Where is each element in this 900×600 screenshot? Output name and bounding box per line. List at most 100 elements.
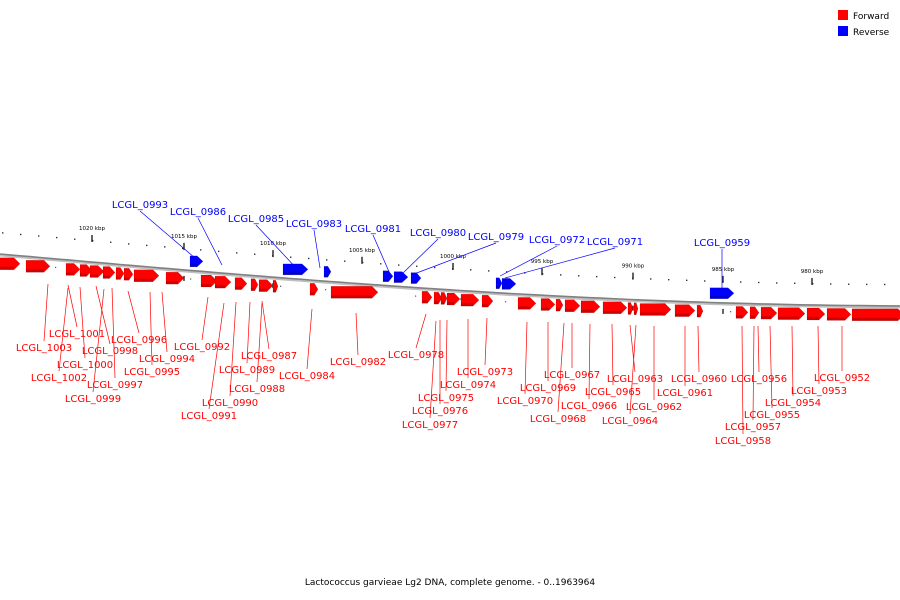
- minor-tick: [614, 276, 616, 279]
- forward-gene-label: LCGL_0995: [124, 367, 180, 378]
- forward-gene-label: LCGL_0996: [111, 335, 167, 346]
- forward-gene-leader: [127, 290, 140, 334]
- legend-reverse-swatch: [838, 26, 848, 36]
- forward-gene-arrow-shade: [201, 284, 211, 287]
- forward-gene-arrow-shade: [134, 278, 153, 282]
- minor-tick: [55, 266, 57, 268]
- forward-gene-arrow: [555, 298, 564, 312]
- forward-gene-arrow: [330, 286, 379, 299]
- minor-tick: [56, 236, 58, 239]
- minor-tick: [866, 283, 868, 286]
- forward-gene-arrow-shade: [518, 306, 530, 310]
- forward-gene-arrow-shade: [750, 315, 755, 319]
- forward-gene-label: LCGL_0991: [181, 411, 237, 422]
- reverse-gene-label: LCGL_0980: [410, 228, 466, 239]
- scale-label: 1005 kbp: [349, 248, 375, 254]
- forward-gene-arrow: [433, 291, 443, 305]
- forward-gene-leader: [43, 283, 49, 342]
- forward-gene-arrow: [123, 268, 134, 281]
- forward-gene-leader: [306, 308, 313, 370]
- forward-gene-label: LCGL_0989: [219, 365, 275, 376]
- forward-gene-leader: [557, 322, 565, 413]
- forward-gene-arrow-shade: [827, 317, 845, 321]
- reverse-gene-arrow: [501, 278, 517, 290]
- forward-gene-leader: [429, 320, 437, 419]
- forward-gene-arrow: [639, 303, 672, 316]
- forward-gene-label: LCGL_0956: [731, 374, 787, 385]
- forward-gene-leader: [741, 325, 744, 435]
- reverse-gene-label: LCGL_0971: [587, 237, 643, 248]
- minor-tick: [830, 283, 832, 285]
- forward-gene-label: LCGL_0966: [561, 401, 617, 412]
- forward-gene-leader: [817, 325, 820, 385]
- forward-gene-arrow-shade: [697, 314, 701, 318]
- forward-gene-arrow-shade: [581, 309, 594, 313]
- minor-tick: [38, 235, 40, 237]
- forward-gene-arrow-shade: [90, 274, 98, 278]
- forward-gene-label: LCGL_1002: [31, 373, 87, 384]
- forward-gene-arrow: [133, 269, 160, 282]
- minor-tick: [505, 301, 507, 303]
- forward-gene-arrow: [309, 283, 319, 296]
- minor-tick: [758, 281, 760, 284]
- forward-gene-arrow: [580, 300, 601, 313]
- forward-gene-arrow: [564, 299, 581, 312]
- forward-gene-label: LCGL_0990: [202, 398, 258, 409]
- forward-gene-arrow: [627, 302, 634, 315]
- minor-tick: [596, 275, 598, 278]
- forward-gene-arrow: [272, 280, 279, 293]
- forward-gene-label: LCGL_0958: [715, 436, 771, 447]
- forward-gene-label: LCGL_0999: [65, 394, 121, 405]
- forward-gene-arrow: [517, 297, 537, 310]
- forward-gene-label: LCGL_0998: [82, 346, 138, 357]
- forward-gene-arrow: [760, 306, 778, 320]
- forward-gene-leader: [201, 296, 209, 341]
- forward-gene-arrow-shade: [852, 317, 898, 321]
- forward-gene-arrow: [735, 306, 749, 319]
- forward-gene-arrow-shade: [124, 277, 129, 281]
- forward-gene-arrow: [89, 265, 105, 278]
- scale-label: 985 kbp: [712, 267, 735, 273]
- forward-gene-label: LCGL_0953: [791, 386, 847, 397]
- minor-tick: [848, 283, 850, 285]
- minor-tick: [236, 252, 238, 254]
- forward-gene-arrow-shade: [640, 312, 665, 316]
- forward-gene-label: LCGL_0982: [330, 357, 386, 368]
- forward-gene-arrow: [234, 277, 248, 290]
- forward-gene-arrow: [102, 266, 116, 279]
- reverse-gene-leader: [413, 242, 497, 275]
- forward-gene-label: LCGL_0964: [602, 416, 658, 427]
- minor-tick: [190, 278, 192, 280]
- forward-gene-label: LCGL_0954: [765, 398, 821, 409]
- minor-tick: [164, 246, 166, 248]
- minor-tick: [2, 232, 4, 234]
- forward-gene-arrow: [115, 267, 125, 280]
- forward-gene-leader: [611, 323, 614, 386]
- forward-gene-arrow: [200, 274, 218, 288]
- forward-gene-label: LCGL_0952: [814, 373, 870, 384]
- forward-gene-arrow-shade: [634, 311, 637, 315]
- minor-tick: [578, 275, 580, 277]
- reverse-gene-leader: [372, 234, 391, 275]
- forward-gene-label: LCGL_0955: [744, 410, 800, 421]
- reverse-gene-leader: [255, 224, 299, 271]
- forward-gene-label: LCGL_0992: [174, 342, 230, 353]
- forward-gene-arrow: [696, 304, 704, 318]
- forward-gene-leader: [95, 285, 111, 345]
- legend-forward-swatch: [838, 10, 848, 20]
- forward-gene-leader: [791, 325, 794, 397]
- legend-forward: Forward: [838, 10, 889, 22]
- reverse-gene-arrow: [393, 271, 409, 283]
- forward-gene-arrow: [851, 308, 900, 321]
- forward-gene-label: LCGL_1003: [16, 343, 72, 354]
- minor-tick: [776, 282, 778, 284]
- minor-tick: [325, 289, 327, 291]
- forward-gene-label: LCGL_0967: [544, 370, 600, 381]
- minor-tick: [146, 244, 148, 247]
- forward-gene-arrow-shade: [565, 308, 574, 312]
- forward-gene-leader: [161, 291, 168, 353]
- forward-gene-arrow-shade: [422, 300, 428, 304]
- genome-caption: Lactococcus garvieae Lg2 DNA, complete g…: [304, 578, 596, 588]
